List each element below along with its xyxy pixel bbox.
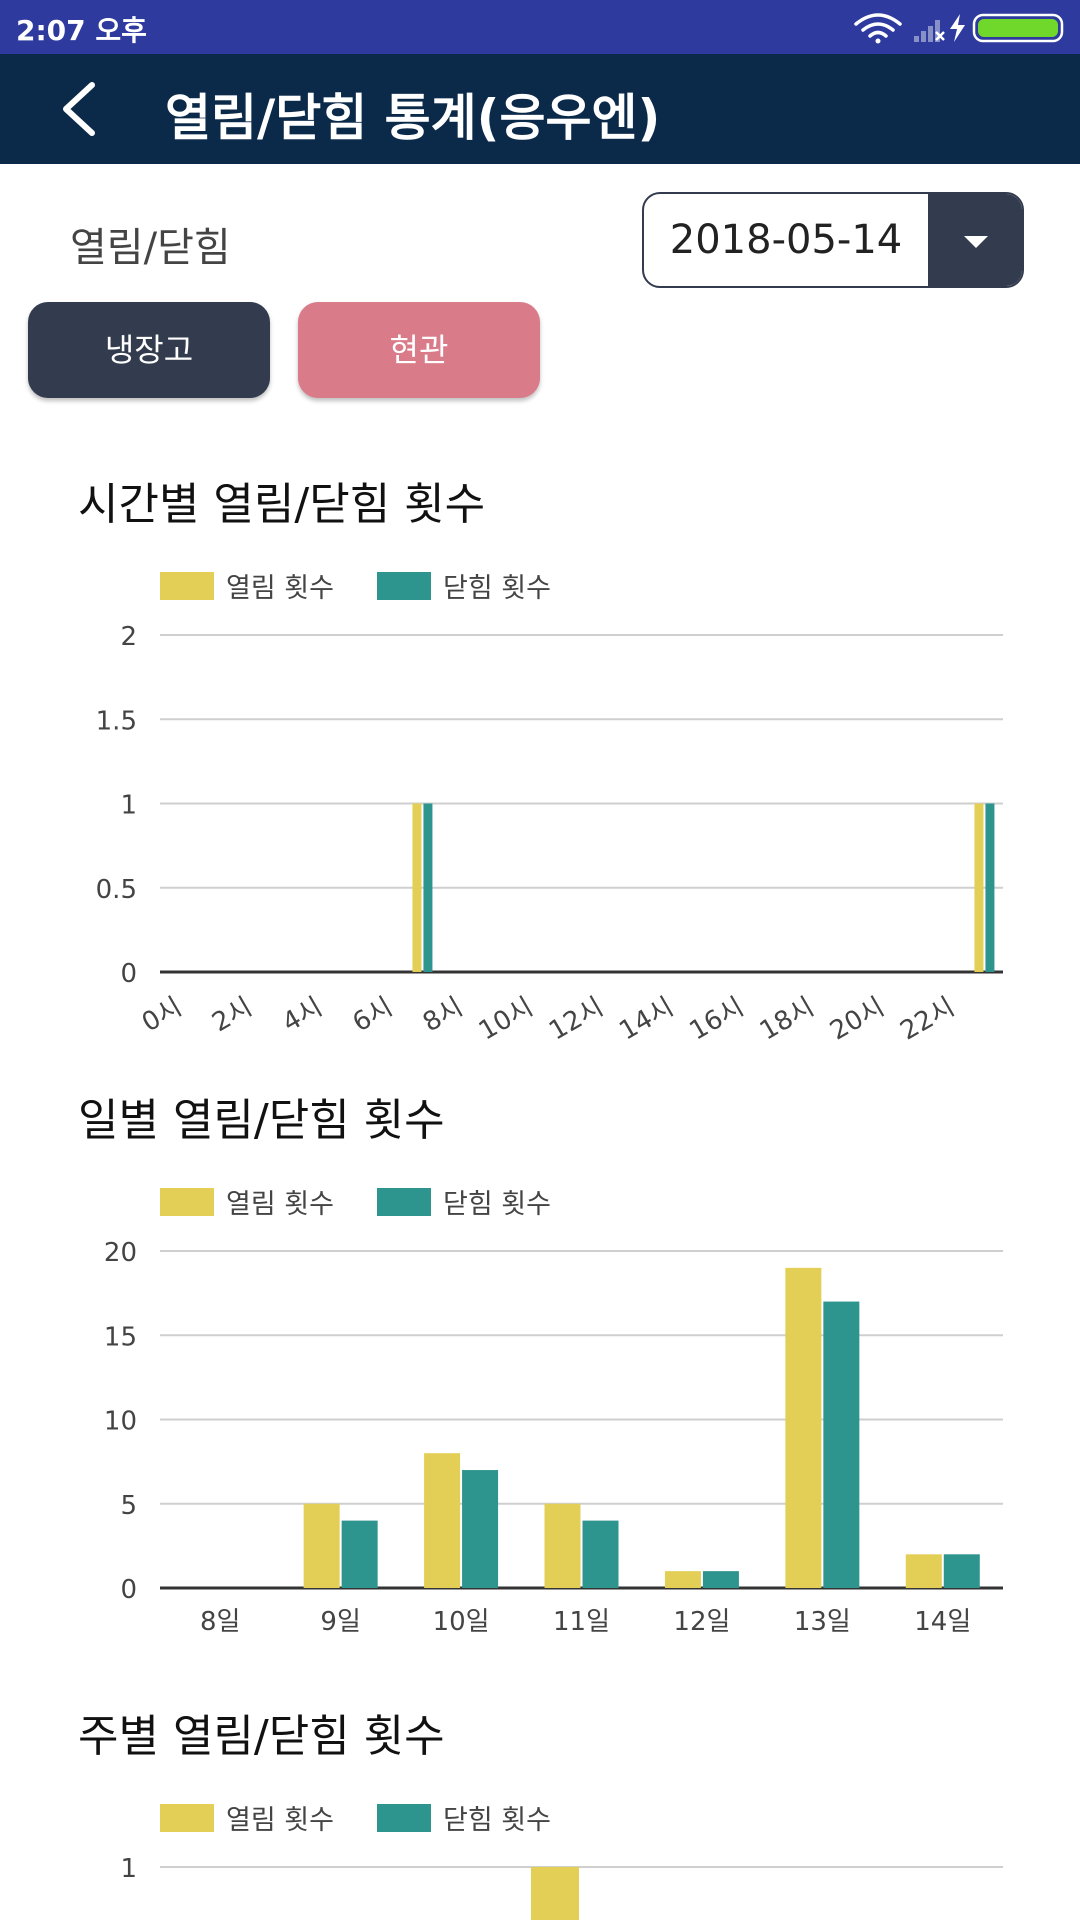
hourly-bar-0-7: [412, 803, 422, 972]
fridge-button[interactable]: 냉장고: [28, 302, 270, 398]
weekly-legend-swatch-1: [377, 1804, 431, 1832]
door-button[interactable]: 현관: [298, 302, 540, 398]
weekly-legend-label-0: 열림 횟수: [226, 1805, 334, 1836]
hourly-x-tick-1: 2시: [207, 992, 257, 1038]
daily-bar-1-2: [462, 1470, 499, 1588]
daily-x-tick-5: 13일: [794, 1607, 851, 1637]
daily-x-tick-2: 10일: [433, 1607, 490, 1637]
hourly-y-tick-4: 2: [120, 622, 137, 652]
hourly-y-tick-2: 1: [120, 791, 137, 821]
hourly-y-tick-3: 1.5: [96, 706, 137, 736]
hourly-x-tick-6: 12시: [544, 992, 608, 1046]
date-value: 2018-05-14: [669, 217, 903, 263]
daily-x-tick-0: 8일: [200, 1607, 240, 1637]
daily-bar-0-5: [785, 1267, 822, 1588]
weekly-legend-swatch-0: [160, 1804, 214, 1832]
hourly-y-tick-0: 0: [120, 959, 137, 989]
hourly-x-tick-3: 6시: [348, 992, 398, 1038]
daily-legend-swatch-0: [160, 1188, 214, 1216]
daily-y-tick-0: 0: [120, 1575, 137, 1605]
hourly-legend-swatch-0: [160, 572, 214, 600]
hourly-x-tick-8: 16시: [685, 992, 749, 1046]
daily-bar-1-1: [341, 1520, 378, 1588]
daily-bar-0-6: [905, 1554, 942, 1588]
hourly-legend-swatch-1: [377, 572, 431, 600]
daily-legend-label-0: 열림 횟수: [226, 1189, 334, 1220]
daily-chart-title: 일별 열림/닫힘 횟수: [78, 1095, 445, 1146]
daily-legend-label-1: 닫힘 횟수: [443, 1189, 551, 1220]
wifi-icon: [854, 13, 902, 44]
daily-x-tick-6: 14일: [914, 1607, 971, 1637]
hourly-x-tick-0: 0시: [137, 992, 187, 1038]
weekly-chart-title: 주별 열림/닫힘 횟수: [78, 1711, 445, 1762]
status-bar: 2:07 오후: [0, 0, 1080, 54]
hourly-x-tick-9: 18시: [755, 992, 819, 1046]
hourly-legend-label-0: 열림 횟수: [226, 573, 334, 604]
daily-bar-0-2: [424, 1453, 461, 1588]
section-label: 열림/닫힘: [70, 225, 231, 271]
daily-bar-0-3: [544, 1503, 581, 1588]
daily-y-tick-2: 10: [104, 1407, 137, 1437]
hourly-x-tick-7: 14시: [614, 992, 678, 1046]
hourly-x-tick-2: 4시: [278, 992, 328, 1038]
app-bar: 열림/닫힘 통계(응우엔): [0, 54, 1080, 164]
daily-bar-0-4: [664, 1571, 701, 1588]
daily-bar-1-4: [702, 1571, 739, 1588]
daily-bar-1-3: [582, 1520, 619, 1588]
status-time: 2:07 오후: [16, 14, 147, 47]
date-picker[interactable]: 2018-05-14: [642, 192, 1024, 288]
hourly-x-tick-5: 10시: [474, 992, 538, 1046]
status-icons: [854, 13, 1064, 44]
daily-y-tick-1: 5: [120, 1491, 137, 1521]
battery-icon: [972, 13, 1064, 43]
weekly-bar-partial: [531, 1867, 579, 1920]
weekly-chart: 열림 횟수 닫힘 횟수 1: [120, 1804, 1003, 1920]
daily-y-tick-3: 15: [104, 1322, 137, 1352]
daily-x-tick-3: 11일: [553, 1607, 610, 1637]
page-title: 열림/닫힘 통계(응우엔): [165, 89, 661, 147]
hourly-chart-title: 시간별 열림/닫힘 횟수: [78, 479, 486, 530]
daily-bar-1-5: [823, 1301, 860, 1588]
daily-x-tick-1: 9일: [320, 1607, 360, 1637]
signal-icon: [914, 20, 945, 42]
daily-legend-swatch-1: [377, 1188, 431, 1216]
hourly-bar-0-23: [974, 803, 984, 972]
daily-bar-1-6: [943, 1554, 980, 1588]
hourly-bar-1-23: [985, 803, 995, 972]
charging-icon: [950, 14, 965, 42]
back-arrow-icon[interactable]: [52, 79, 112, 139]
daily-chart: 열림 횟수 닫힘 횟수 0 5 10 15 20 8일 9일 10일 11일 12일 13일 14일: [104, 1188, 1003, 1637]
hourly-y-tick-1: 0.5: [96, 875, 137, 905]
hourly-x-tick-10: 20시: [825, 992, 889, 1046]
daily-x-tick-4: 12일: [673, 1607, 730, 1637]
hourly-legend-label-1: 닫힘 횟수: [443, 573, 551, 604]
weekly-y-tick-0: 1: [120, 1854, 137, 1884]
hourly-bar-1-7: [423, 803, 433, 972]
hourly-x-tick-4: 8시: [418, 992, 468, 1038]
date-dropdown-button[interactable]: [928, 194, 1022, 286]
daily-y-tick-4: 20: [104, 1238, 137, 1268]
hourly-x-tick-11: 22시: [895, 992, 959, 1046]
chevron-down-icon: [964, 236, 988, 248]
weekly-legend-label-1: 닫힘 횟수: [443, 1805, 551, 1836]
daily-bar-0-1: [303, 1503, 340, 1588]
